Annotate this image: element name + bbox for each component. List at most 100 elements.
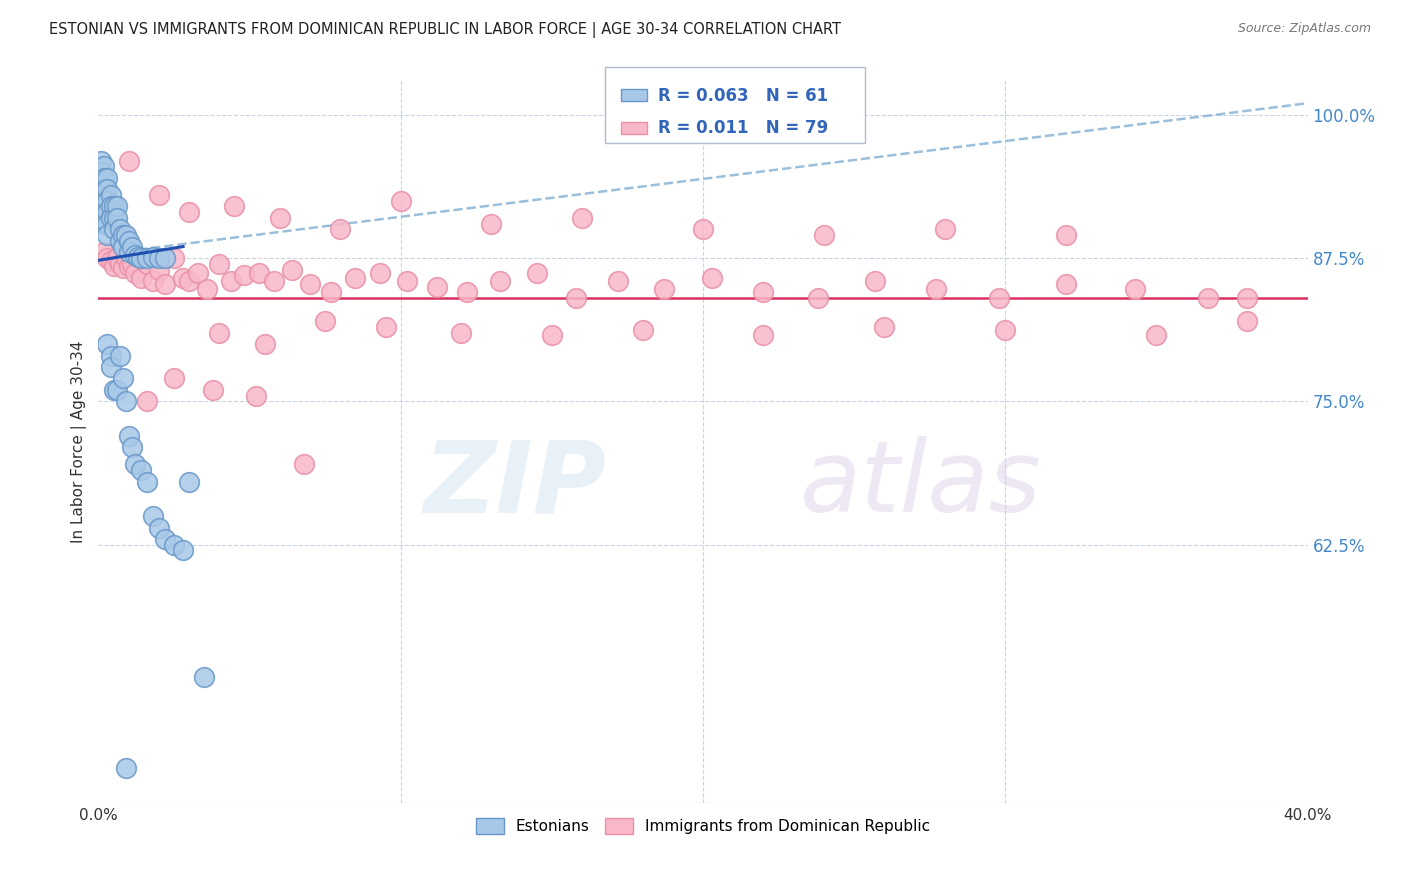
Point bbox=[114, 228, 136, 243]
Point bbox=[90, 165, 112, 179]
Point bbox=[121, 239, 143, 253]
Point bbox=[93, 217, 115, 231]
Point bbox=[208, 257, 231, 271]
Point bbox=[105, 211, 128, 225]
Point bbox=[124, 266, 146, 280]
Point bbox=[105, 383, 128, 397]
Point bbox=[135, 394, 157, 409]
Point bbox=[100, 199, 122, 213]
Point bbox=[114, 251, 136, 265]
Point bbox=[247, 266, 270, 280]
Point bbox=[93, 245, 115, 260]
Point bbox=[232, 268, 254, 283]
Point bbox=[489, 274, 512, 288]
Point bbox=[121, 440, 143, 454]
Point bbox=[179, 205, 201, 219]
Point bbox=[148, 188, 170, 202]
Point bbox=[142, 250, 165, 264]
Point bbox=[111, 261, 134, 276]
Point bbox=[118, 153, 141, 168]
Point bbox=[700, 270, 723, 285]
Point bbox=[100, 349, 122, 363]
Point bbox=[114, 394, 136, 409]
Text: Source: ZipAtlas.com: Source: ZipAtlas.com bbox=[1237, 22, 1371, 36]
Point bbox=[565, 291, 588, 305]
Point bbox=[153, 277, 176, 292]
Point bbox=[100, 359, 122, 374]
Point bbox=[148, 262, 170, 277]
Text: R = 0.063   N = 61: R = 0.063 N = 61 bbox=[658, 87, 828, 104]
Point bbox=[202, 383, 225, 397]
Point bbox=[374, 319, 396, 334]
Point bbox=[1054, 228, 1077, 243]
Point bbox=[103, 211, 125, 225]
Point bbox=[813, 228, 835, 243]
Point bbox=[344, 270, 367, 285]
Point bbox=[1123, 282, 1146, 296]
Point bbox=[124, 247, 146, 261]
Point bbox=[103, 383, 125, 397]
Point bbox=[96, 217, 118, 231]
Point bbox=[127, 250, 149, 264]
Point bbox=[607, 274, 630, 288]
Point bbox=[100, 254, 122, 268]
Point bbox=[108, 349, 131, 363]
Point bbox=[1054, 277, 1077, 292]
Point bbox=[108, 257, 131, 271]
Point bbox=[96, 228, 118, 243]
Point bbox=[103, 259, 125, 273]
Point bbox=[263, 274, 285, 288]
Point bbox=[1236, 291, 1258, 305]
Point bbox=[368, 266, 391, 280]
Point bbox=[526, 266, 548, 280]
Point bbox=[100, 188, 122, 202]
Point bbox=[90, 199, 112, 213]
Point bbox=[153, 532, 176, 546]
Point bbox=[1144, 327, 1167, 342]
Point bbox=[96, 337, 118, 351]
Point bbox=[93, 194, 115, 208]
Point bbox=[195, 282, 218, 296]
Point bbox=[752, 285, 775, 300]
Point bbox=[111, 228, 134, 243]
Point bbox=[118, 234, 141, 248]
Point bbox=[873, 319, 896, 334]
Point bbox=[193, 670, 215, 684]
Point bbox=[111, 371, 134, 385]
Point bbox=[221, 274, 243, 288]
Point bbox=[153, 251, 176, 265]
Point bbox=[105, 199, 128, 213]
Point bbox=[389, 194, 412, 208]
Point bbox=[124, 458, 146, 472]
Text: ESTONIAN VS IMMIGRANTS FROM DOMINICAN REPUBLIC IN LABOR FORCE | AGE 30-34 CORREL: ESTONIAN VS IMMIGRANTS FROM DOMINICAN RE… bbox=[49, 22, 841, 38]
Point bbox=[90, 188, 112, 202]
Point bbox=[329, 222, 352, 236]
Point bbox=[105, 251, 128, 265]
Point bbox=[135, 257, 157, 271]
Point bbox=[179, 475, 201, 489]
Point bbox=[314, 314, 336, 328]
Point bbox=[481, 217, 503, 231]
Point bbox=[100, 211, 122, 225]
Point bbox=[118, 259, 141, 273]
Point bbox=[752, 327, 775, 342]
Point bbox=[163, 251, 186, 265]
Point bbox=[142, 274, 165, 288]
Point bbox=[93, 170, 115, 185]
Point bbox=[269, 211, 291, 225]
Point bbox=[118, 245, 141, 260]
Point bbox=[224, 199, 246, 213]
Point bbox=[135, 475, 157, 489]
Point bbox=[456, 285, 478, 300]
Point bbox=[96, 205, 118, 219]
Point bbox=[93, 159, 115, 173]
Point bbox=[93, 182, 115, 196]
Point bbox=[426, 279, 449, 293]
Point bbox=[321, 285, 343, 300]
Point bbox=[108, 222, 131, 236]
Point bbox=[253, 337, 276, 351]
Point bbox=[631, 323, 654, 337]
Point bbox=[172, 543, 194, 558]
Point bbox=[281, 262, 304, 277]
Text: R = 0.011   N = 79: R = 0.011 N = 79 bbox=[658, 119, 828, 136]
